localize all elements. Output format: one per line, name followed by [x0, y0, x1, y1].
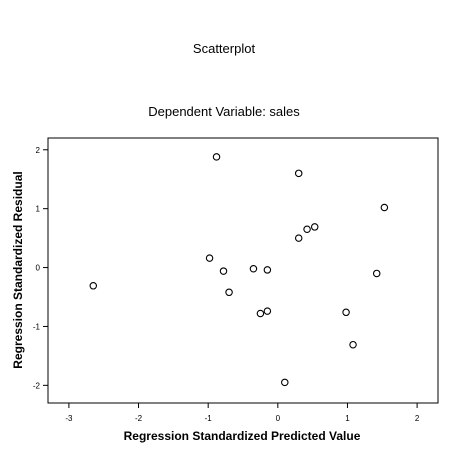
data-point	[212, 153, 221, 161]
data-point	[342, 308, 350, 317]
y-tick-label: 2	[36, 146, 41, 155]
data-point	[294, 169, 303, 178]
data-point	[205, 254, 214, 262]
y-tick-label: 1	[36, 205, 41, 214]
data-point	[294, 234, 303, 242]
y-axis: -2 -1 0 1 2	[33, 146, 48, 390]
y-tick-label: -1	[33, 322, 41, 331]
data-point	[89, 282, 98, 290]
y-tick-label: -2	[33, 381, 41, 390]
data-points	[89, 153, 389, 387]
data-point	[263, 266, 272, 274]
x-tick-label: -3	[65, 414, 73, 423]
data-point	[372, 269, 381, 278]
chart-title: Scatterplot	[193, 41, 256, 56]
data-point	[303, 225, 311, 234]
x-tick-label: 1	[345, 414, 350, 423]
y-axis-label: Regression Standardized Residual	[11, 171, 25, 368]
y-tick-label: 0	[36, 264, 41, 273]
data-point	[310, 223, 319, 231]
x-axis: -3 -2 -1 0 1 2	[65, 403, 420, 423]
plot-area	[47, 137, 439, 404]
x-axis-label: Regression Standardized Predicted Value	[124, 429, 361, 443]
data-point	[225, 288, 233, 297]
x-tick-label: 0	[276, 414, 281, 423]
data-point	[256, 309, 265, 318]
data-point	[263, 307, 272, 315]
data-point	[281, 378, 289, 387]
data-point	[249, 264, 258, 273]
x-tick-label: 2	[415, 414, 420, 423]
data-point	[380, 203, 389, 212]
chart-subtitle: Dependent Variable: sales	[148, 104, 300, 119]
data-point	[349, 340, 357, 349]
x-tick-label: -2	[135, 414, 143, 423]
data-point	[219, 267, 228, 275]
x-tick-label: -1	[205, 414, 213, 423]
